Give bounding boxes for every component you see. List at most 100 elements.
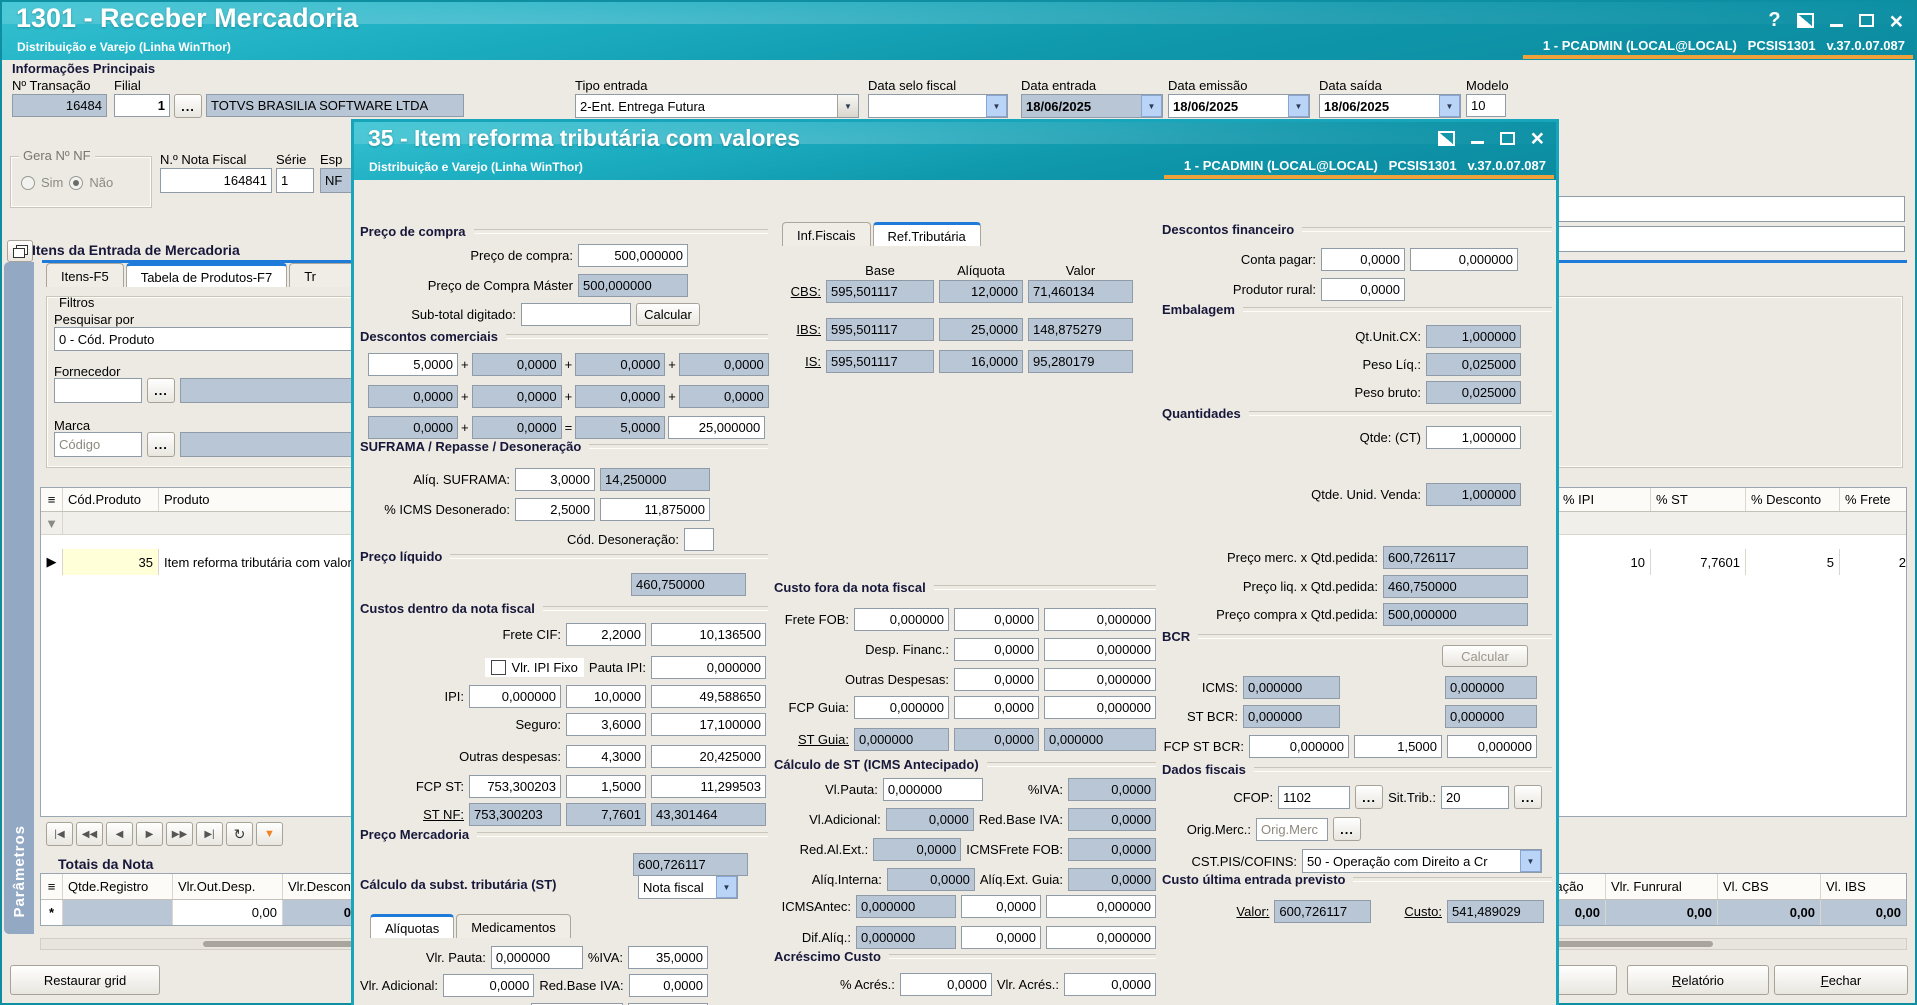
col-vlr-funrural[interactable]: Vlr. Funrural [1606, 874, 1718, 899]
cfop-field[interactable]: 1102 [1278, 785, 1351, 809]
desconto-total-valor-field[interactable]: 25,000000 [668, 415, 766, 439]
col-desconto[interactable]: % Desconto [1746, 488, 1840, 511]
grid-menu-icon[interactable]: ≡ [41, 874, 63, 899]
filial-field[interactable]: 1 [114, 94, 170, 117]
tab-ref-tributaria[interactable]: Ref.Tributária [872, 222, 981, 246]
frete-fob-base-field[interactable]: 0,000000 [854, 607, 949, 631]
fcp-guia-pct-field[interactable]: 0,0000 [954, 695, 1039, 719]
maximize-icon[interactable] [1499, 131, 1515, 145]
fcp-st-valor-field[interactable]: 11,299503 [651, 774, 766, 798]
minimize-icon[interactable] [1470, 132, 1484, 144]
nav-prior-button[interactable]: ◀ [106, 822, 133, 846]
dif-aliq-pct-field[interactable]: 0,0000 [961, 925, 1041, 949]
col-vl-ibs[interactable]: Vl. IBS [1821, 874, 1906, 899]
data-saida-picker[interactable]: 18/06/2025 ▼ [1319, 94, 1461, 118]
data-emissao-picker[interactable]: 18/06/2025 ▼ [1168, 94, 1310, 118]
iva-field[interactable]: 35,0000 [628, 945, 708, 969]
fornecedor-input[interactable] [54, 378, 142, 403]
cell-desconto[interactable]: 5 [1746, 549, 1840, 575]
tab-inf-fiscais[interactable]: Inf.Fiscais [782, 222, 871, 246]
nota-fiscal-field[interactable]: 164841 [160, 168, 272, 193]
icms-desonerado-valor-field[interactable]: 11,875000 [600, 497, 710, 521]
sit-trib-lookup-button[interactable]: ... [1514, 785, 1542, 809]
col-frete[interactable]: % Frete [1840, 488, 1906, 511]
pauta-ipi-field[interactable]: 0,000000 [651, 655, 766, 679]
detach-panel-button[interactable] [7, 240, 33, 262]
filter-button[interactable]: ▼ [256, 822, 283, 846]
serie-field[interactable]: 1 [276, 168, 314, 193]
frete-fob-valor-field[interactable]: 0,000000 [1044, 607, 1156, 631]
sit-trib-field[interactable]: 20 [1441, 785, 1509, 809]
col-cod-produto[interactable]: Cód.Produto [63, 488, 159, 511]
restaurar-grid-button[interactable]: Restaurar grid [10, 965, 160, 995]
tipo-entrada-select[interactable]: 2-Ent. Entrega Futura ▼ [575, 94, 859, 118]
tab-aliquotas[interactable]: Alíquotas [370, 914, 455, 938]
refresh-button[interactable]: ↻ [226, 822, 253, 846]
custo-link[interactable]: Custo: [1404, 903, 1442, 919]
data-entrada-picker[interactable]: 18/06/2025 ▼ [1021, 94, 1163, 118]
col-vl-cbs[interactable]: Vl. CBS [1718, 874, 1821, 899]
seguro-pct-field[interactable]: 3,6000 [566, 712, 646, 736]
chevron-down-icon[interactable]: ▼ [1439, 95, 1460, 117]
chevron-down-icon[interactable]: ▼ [1520, 850, 1541, 872]
desp-financ-pct-field[interactable]: 0,0000 [954, 637, 1039, 661]
outras-despesas-pct-field[interactable]: 4,3000 [566, 744, 646, 768]
fcp-st-pct-field[interactable]: 1,5000 [566, 774, 646, 798]
cell-cod-produto[interactable]: 35 [63, 549, 159, 575]
data-selo-picker[interactable]: ▼ [868, 94, 1008, 118]
st-guia-link[interactable]: ST Guia: [797, 731, 849, 747]
cell-frete[interactable]: 2 [1898, 554, 1906, 570]
ipi-valor-field[interactable]: 49,588650 [651, 684, 766, 708]
marca-input[interactable]: Código [54, 432, 142, 457]
fcp-st-bcr-base-field[interactable]: 0,000000 [1249, 734, 1349, 758]
ipi-base-field[interactable]: 0,000000 [469, 684, 561, 708]
subtotal-field[interactable] [521, 302, 631, 326]
cut-off-field[interactable] [628, 1002, 708, 1005]
filter-funnel-icon[interactable]: ▼ [41, 512, 63, 534]
cbs-link[interactable]: CBS: [790, 283, 821, 299]
st-nf-link[interactable]: ST NF: [423, 806, 464, 822]
icms-antec-valor-field[interactable]: 0,000000 [1046, 894, 1156, 918]
restore-icon[interactable] [1437, 130, 1455, 146]
ipi-pct-field[interactable]: 10,0000 [566, 684, 646, 708]
icms-desonerado-pct-field[interactable]: 2,5000 [515, 497, 595, 521]
preco-compra-field[interactable]: 500,000000 [578, 243, 688, 267]
col-ipi[interactable]: % IPI [1558, 488, 1651, 511]
nav-next-page-button[interactable]: ▶▶ [166, 822, 193, 846]
pct-acres-field[interactable]: 0,0000 [899, 972, 992, 996]
vlr-acres-field[interactable]: 0,0000 [1064, 972, 1156, 996]
fcp-guia-valor-field[interactable]: 0,000000 [1044, 695, 1156, 719]
chevron-down-icon[interactable]: ▼ [1141, 95, 1162, 117]
outras-despesas-valor-field[interactable]: 20,425000 [651, 744, 766, 768]
tab-itens-f5[interactable]: Itens-F5 [46, 263, 124, 287]
close-icon[interactable]: × [1530, 125, 1544, 151]
minimize-icon[interactable] [1829, 15, 1843, 27]
ibs-link[interactable]: IBS: [796, 321, 821, 337]
calcular-button[interactable]: Calcular [636, 302, 700, 326]
orig-merc-field[interactable]: Orig.Merc [1256, 817, 1328, 841]
col-vlr-out-desp[interactable]: Vlr.Out.Desp. [173, 874, 283, 899]
nav-last-button[interactable]: ▶| [196, 822, 223, 846]
main-titlebar[interactable]: 1301 - Receber Mercadoria Distribuição e… [2, 2, 1915, 60]
table-row[interactable]: ▶ 35 Item reforma tributária com valores… [41, 549, 1906, 575]
valor-link[interactable]: Valor: [1236, 903, 1270, 919]
red-base-iva-field[interactable]: 0,0000 [628, 973, 708, 997]
conta-pagar-valor-field[interactable]: 0,000000 [1410, 247, 1518, 271]
chevron-down-icon[interactable]: ▼ [716, 876, 737, 898]
maximize-icon[interactable] [1858, 14, 1874, 27]
qtde-ct-field[interactable]: 1,000000 [1426, 425, 1521, 449]
vlr-pauta-field[interactable]: 0,000000 [490, 945, 583, 969]
fcp-st-bcr-valor-field[interactable]: 0,000000 [1447, 734, 1537, 758]
nav-prior-page-button[interactable]: ◀◀ [76, 822, 103, 846]
is-link[interactable]: IS: [805, 353, 821, 369]
tab-medicamentos[interactable]: Medicamentos [456, 914, 571, 938]
cell-ipi[interactable]: 10 [1558, 549, 1651, 575]
grid-menu-icon[interactable]: ≡ [41, 488, 63, 511]
nav-next-button[interactable]: ▶ [136, 822, 163, 846]
dif-aliq-valor-field[interactable]: 0,000000 [1046, 925, 1156, 949]
modelo-field[interactable]: 10 [1466, 94, 1506, 117]
icms-antec-pct-field[interactable]: 0,0000 [961, 894, 1041, 918]
chevron-down-icon[interactable]: ▼ [986, 95, 1007, 117]
